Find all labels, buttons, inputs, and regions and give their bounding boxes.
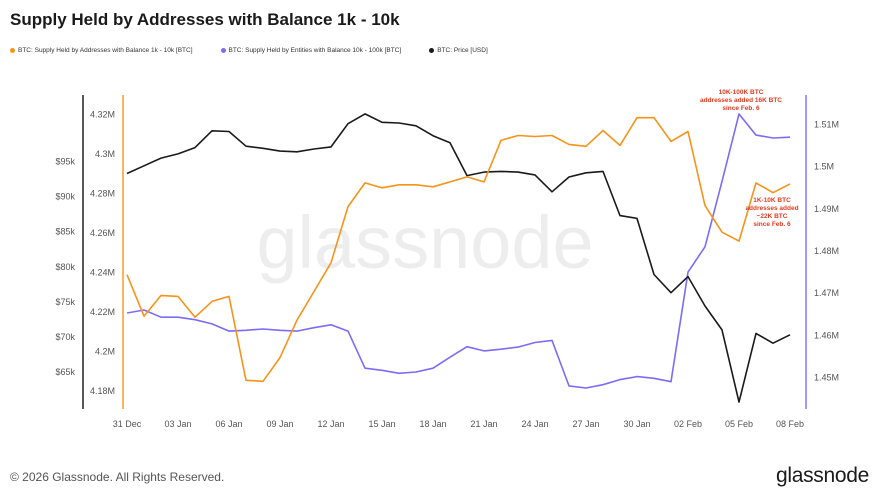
legend-dot-black <box>429 48 435 53</box>
annotation-10k-100k: addresses added 16K BTC <box>700 97 782 104</box>
x-tick-label: 06 Jan <box>215 419 242 429</box>
legend: BTC: Supply Held by Addresses with Balan… <box>10 47 488 54</box>
chart-title: Supply Held by Addresses with Balance 1k… <box>10 10 400 29</box>
annotation-10k-100k: 10K-100K BTC <box>719 89 764 96</box>
x-tick-label: 30 Jan <box>623 419 650 429</box>
x-tick-label: 05 Feb <box>725 419 753 429</box>
left-tick-label: 4.26M <box>90 228 115 238</box>
x-tick-label: 12 Jan <box>317 419 344 429</box>
x-tick-label: 09 Jan <box>266 419 293 429</box>
x-tick-label: 02 Feb <box>674 419 702 429</box>
x-tick-label: 08 Feb <box>776 419 804 429</box>
legend-label-1k-10k: BTC: Supply Held by Addresses with Balan… <box>18 47 193 54</box>
price-tick-label: $80k <box>55 262 75 272</box>
annotation-1k-10k: addresses added <box>745 205 798 212</box>
price-tick-label: $75k <box>55 297 75 307</box>
price-tick-label: $65k <box>55 367 75 377</box>
annotation-1k-10k: ~22K BTC <box>757 213 788 220</box>
annotation-10k-100k: since Feb. 6 <box>722 105 760 112</box>
x-tick-label: 27 Jan <box>572 419 599 429</box>
right-tick-label: 1.46M <box>814 330 839 340</box>
left-tick-label: 4.22M <box>90 307 115 317</box>
legend-item-1k-10k[interactable]: BTC: Supply Held by Addresses with Balan… <box>10 47 193 54</box>
right-tick-label: 1.51M <box>814 120 839 130</box>
right-tick-label: 1.5M <box>814 162 834 172</box>
x-tick-label: 21 Jan <box>470 419 497 429</box>
x-tick-label: 15 Jan <box>368 419 395 429</box>
series-line-10k-100k <box>126 113 791 389</box>
legend-label-10k-100k: BTC: Supply Held by Entities with Balanc… <box>228 47 402 54</box>
x-tick-label: 31 Dec <box>113 419 142 429</box>
series-line-1k-10k <box>126 116 791 383</box>
legend-item-price[interactable]: BTC: Price [USD] <box>429 47 488 54</box>
left-tick-label: 4.24M <box>90 268 115 278</box>
right-tick-label: 1.49M <box>814 204 839 214</box>
left-tick-label: 4.3M <box>95 149 115 159</box>
right-tick-label: 1.47M <box>814 288 839 298</box>
price-tick-label: $95k <box>55 157 75 167</box>
x-tick-label: 24 Jan <box>521 419 548 429</box>
legend-dot-purple <box>220 48 226 53</box>
left-tick-label: 4.2M <box>95 347 115 357</box>
left-tick-label: 4.32M <box>90 110 115 120</box>
left-tick-label: 4.18M <box>90 386 115 396</box>
left-tick-label: 4.28M <box>90 189 115 199</box>
x-tick-label: 18 Jan <box>419 419 446 429</box>
glassnode-logo[interactable]: glassnode <box>775 464 869 487</box>
price-tick-label: $85k <box>55 227 75 237</box>
copyright-text: © 2026 Glassnode. All Rights Reserved. <box>10 470 225 484</box>
annotation-1k-10k: since Feb. 6 <box>753 221 791 228</box>
series-line-price <box>126 113 791 403</box>
price-tick-label: $70k <box>55 332 75 342</box>
price-tick-label: $90k <box>55 192 75 202</box>
x-tick-label: 03 Jan <box>164 419 191 429</box>
legend-label-price: BTC: Price [USD] <box>437 47 488 54</box>
annotation-1k-10k: 1K-10K BTC <box>753 197 791 204</box>
right-tick-label: 1.45M <box>814 372 839 382</box>
legend-dot-orange <box>10 48 15 53</box>
watermark-text: glassnode <box>256 201 593 284</box>
legend-item-10k-100k[interactable]: BTC: Supply Held by Entities with Balanc… <box>220 47 402 54</box>
right-tick-label: 1.48M <box>814 246 839 256</box>
